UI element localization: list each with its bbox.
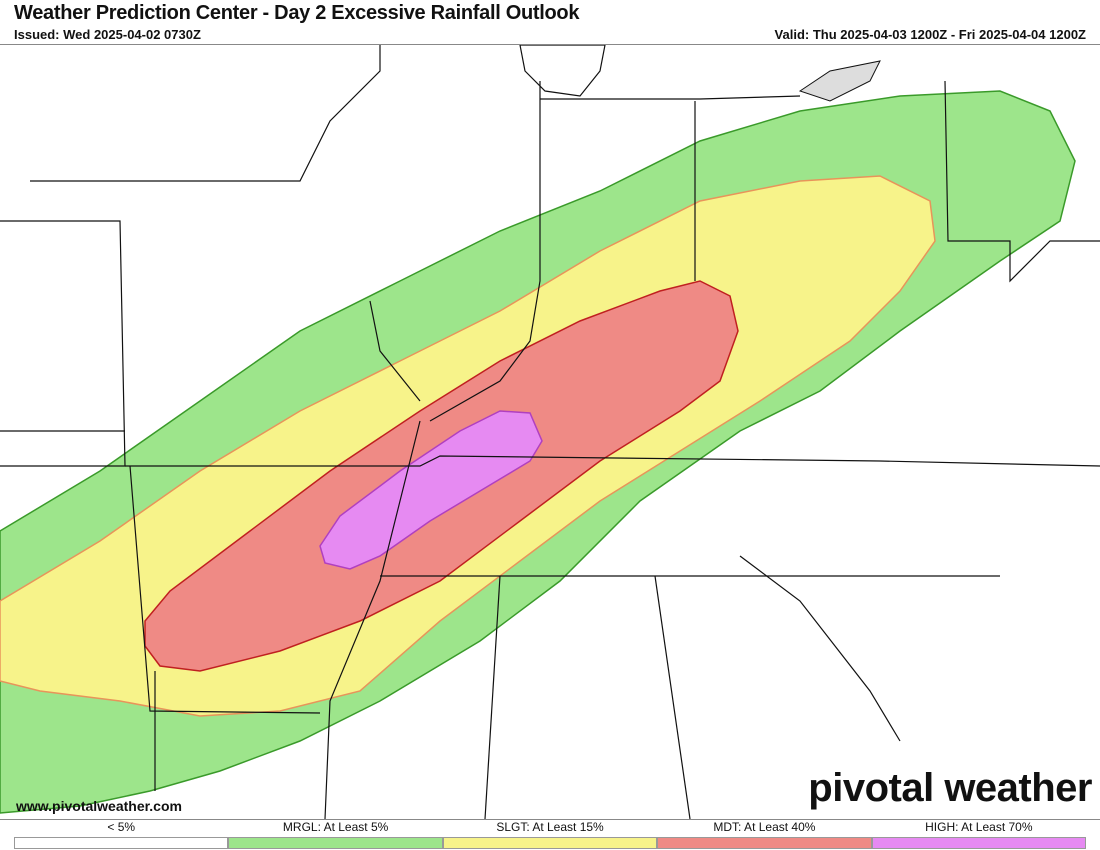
issued-time: Issued: Wed 2025-04-02 0730Z xyxy=(14,27,201,42)
legend-swatch xyxy=(228,837,443,849)
outlook-map xyxy=(0,44,1100,820)
risk-area-high xyxy=(319,410,543,570)
valid-period: Valid: Thu 2025-04-03 1200Z - Fri 2025-0… xyxy=(774,27,1086,42)
pivotal-weather-logo: pivotal weather xyxy=(808,766,1092,810)
legend-label: HIGH: At Least 70% xyxy=(925,820,1033,834)
map-svg xyxy=(0,45,1100,819)
legend-swatch xyxy=(871,837,1087,849)
legend-swatch xyxy=(14,837,229,849)
legend-label: MRGL: At Least 5% xyxy=(282,820,389,834)
legend-item-mrgl: MRGL: At Least 5% xyxy=(228,820,443,849)
legend-label: < 5% xyxy=(107,820,136,834)
legend: < 5% MRGL: At Least 5% SLGT: At Least 15… xyxy=(14,820,1087,849)
legend-swatch xyxy=(442,837,658,849)
legend-item-none: < 5% xyxy=(14,820,229,849)
legend-swatch xyxy=(657,837,872,849)
state-borders xyxy=(0,45,1100,819)
legend-label: MDT: At Least 40% xyxy=(713,820,816,834)
lake-erie xyxy=(798,60,881,102)
map-title: Weather Prediction Center - Day 2 Excess… xyxy=(14,2,580,24)
legend-item-slgt: SLGT: At Least 15% xyxy=(442,820,658,849)
website-url: www.pivotalweather.com xyxy=(16,798,182,814)
lake-michigan xyxy=(519,45,606,97)
legend-item-mdt: MDT: At Least 40% xyxy=(657,820,872,849)
legend-label: SLGT: At Least 15% xyxy=(496,820,604,834)
legend-item-high: HIGH: At Least 70% xyxy=(871,820,1087,849)
